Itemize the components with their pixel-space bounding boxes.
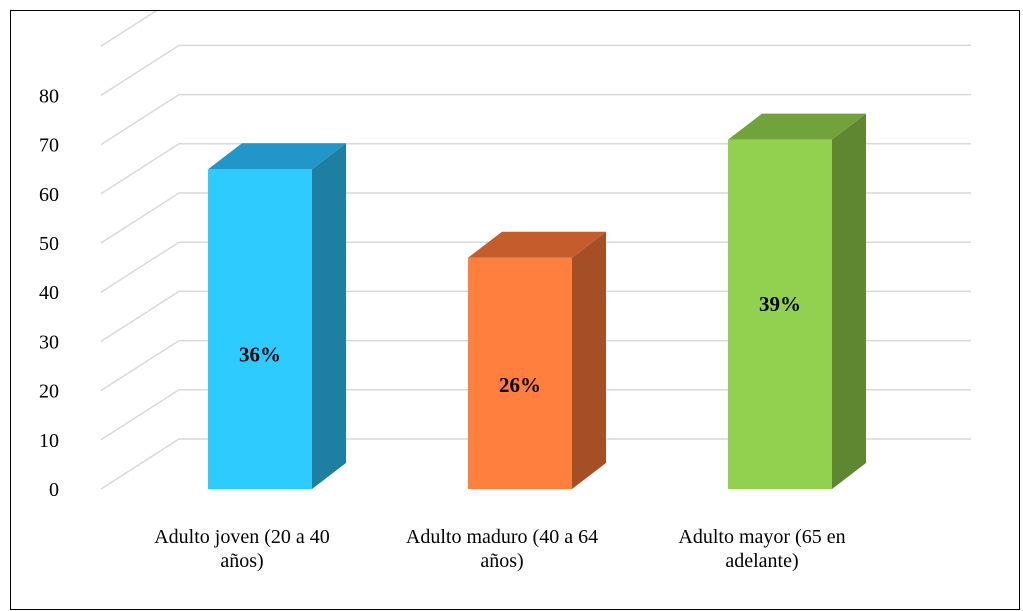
bar-side (832, 114, 866, 489)
data-label: 39% (759, 292, 801, 316)
gridline-depth (101, 11, 179, 46)
category-label: Adulto mayor (65 en adelante) (678, 526, 845, 572)
gridline-depth (101, 341, 179, 391)
gridline-depth (101, 390, 179, 440)
bar-chart-3d: 0 10 20 30 40 50 60 70 80 36% 26% 39% Adulto joven… (11, 11, 1021, 611)
y-tick-label: 20 (39, 381, 59, 403)
y-tick-label: 50 (39, 233, 59, 255)
chart-frame: 0 10 20 30 40 50 60 70 80 36% 26% 39% Adulto joven… (10, 10, 1020, 610)
gridline-depth (101, 95, 179, 145)
gridline-depth (101, 439, 179, 489)
bar: 36% (208, 143, 346, 489)
y-tick-label: 0 (49, 479, 59, 501)
gridline-depth (101, 45, 179, 95)
bar-side (572, 232, 606, 489)
bar-side (312, 143, 346, 489)
y-tick-label: 40 (39, 282, 59, 304)
gridline-depth (101, 242, 179, 292)
x-axis-categories: Adulto joven (20 a 40 años) Adulto maduro … (154, 526, 845, 572)
category-label: Adulto joven (20 a 40 años) (154, 526, 330, 572)
bar: 26% (468, 232, 606, 489)
gridline-depth (101, 144, 179, 194)
data-label: 26% (499, 373, 541, 397)
bar-front (208, 169, 312, 489)
bars: 36% 26% 39% (208, 114, 866, 489)
category-label: Adulto maduro (40 a 64 años) (406, 526, 598, 572)
data-label: 36% (239, 343, 281, 367)
gridline-depth (101, 193, 179, 243)
y-tick-label: 70 (39, 135, 59, 157)
y-tick-label: 60 (39, 184, 59, 206)
y-axis-ticks: 0 10 20 30 40 50 60 70 80 (39, 85, 59, 501)
y-tick-label: 80 (39, 85, 59, 107)
y-tick-label: 30 (39, 331, 59, 353)
bar: 39% (728, 114, 866, 489)
gridline-depth (101, 291, 179, 341)
y-tick-label: 10 (39, 430, 59, 452)
